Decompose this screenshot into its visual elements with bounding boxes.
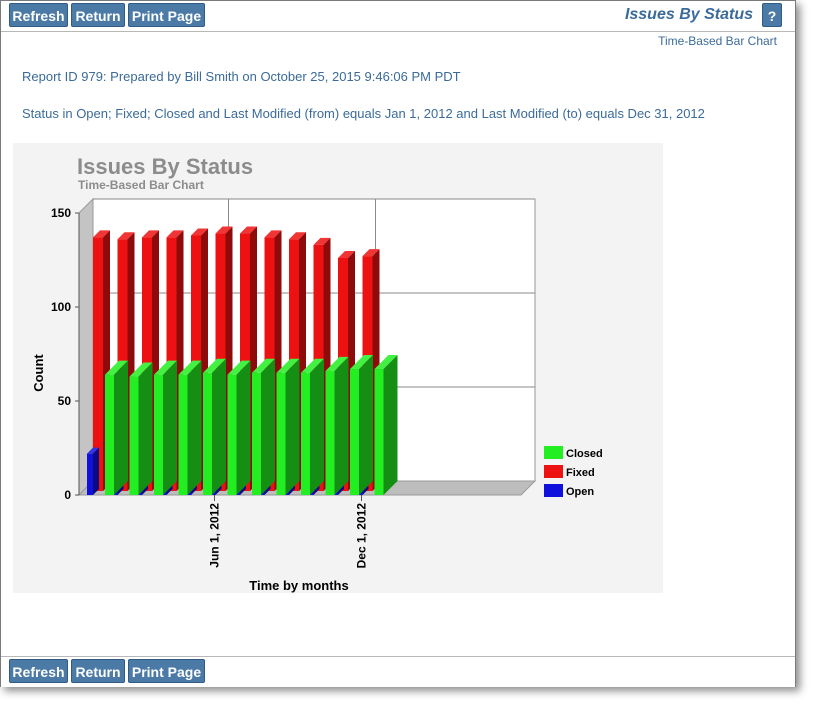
refresh-button[interactable]: Refresh xyxy=(9,3,68,27)
legend-label-closed: Closed xyxy=(566,448,603,460)
bar-closed-5-top xyxy=(227,360,251,375)
legend-label-fixed: Fixed xyxy=(566,467,595,479)
bar-open-0-top xyxy=(87,447,99,454)
issues-by-status-chart: Issues By Status Time-Based Bar Chart 0 5… xyxy=(31,154,603,593)
bar-closed-1-side xyxy=(138,362,153,495)
bar-fixed-2-top xyxy=(142,230,159,238)
bar-fixed-10-top xyxy=(338,251,355,258)
x-tick-label: Dec 1, 2012 xyxy=(355,503,369,569)
bar-closed-10-front xyxy=(350,369,359,495)
bar-closed-10-top xyxy=(350,355,373,370)
bar-fixed-0-top xyxy=(93,230,110,238)
return-button[interactable]: Return xyxy=(71,3,125,27)
bar-closed-11-side xyxy=(383,355,398,495)
x-axis-label: Time by months xyxy=(249,578,348,593)
bottom-toolbar: Refresh Return Print Page xyxy=(1,656,795,687)
chart-panel: Issues By Status Time-Based Bar Chart 0 5… xyxy=(13,143,663,593)
bar-closed-6-side xyxy=(261,358,275,495)
bar-closed-0-front xyxy=(105,374,114,495)
y-tick-label: 0 xyxy=(64,488,71,502)
bar-closed-7-top xyxy=(276,358,300,373)
bar-open-0 xyxy=(87,447,99,495)
bar-closed-11-front xyxy=(374,369,384,495)
bar-fixed-1-top xyxy=(117,232,135,240)
bar-fixed-6-top xyxy=(240,226,257,234)
bar-fixed-4-top xyxy=(191,228,208,236)
page-title: Issues By Status xyxy=(624,6,753,23)
bar-closed-1 xyxy=(129,362,153,495)
bar-fixed-11-top xyxy=(362,249,380,257)
bar-fixed-9-top xyxy=(313,237,331,245)
y-tick-label: 150 xyxy=(51,206,71,220)
bar-closed-3-top xyxy=(178,360,202,375)
bar-closed-5-side xyxy=(236,360,251,495)
y-tick-label: 50 xyxy=(58,394,72,408)
y-tick-label: 100 xyxy=(51,300,71,314)
bar-closed-9-front xyxy=(325,370,335,495)
print-page-button-bottom[interactable]: Print Page xyxy=(128,659,205,683)
bar-closed-6-top xyxy=(252,358,275,373)
bar-closed-10-side xyxy=(359,355,373,495)
report-window: Refresh Return Print Page Issues By Stat… xyxy=(0,0,796,687)
bar-closed-4-side xyxy=(212,358,226,495)
legend-swatch-closed xyxy=(544,446,563,459)
help-button[interactable]: ? xyxy=(762,3,782,27)
refresh-button-bottom[interactable]: Refresh xyxy=(9,659,68,683)
print-page-button[interactable]: Print Page xyxy=(128,3,205,27)
bar-closed-2-top xyxy=(154,360,177,375)
bar-closed-8-top xyxy=(301,358,324,373)
bar-fixed-5-top xyxy=(215,226,233,234)
bar-fixed-8-top xyxy=(289,232,306,240)
bar-closed-6 xyxy=(252,358,275,495)
bar-closed-2-side xyxy=(163,360,177,495)
chart-title: Issues By Status xyxy=(77,154,253,179)
legend-swatch-fixed xyxy=(544,465,563,478)
bar-closed-3-side xyxy=(187,360,202,495)
top-toolbar: Refresh Return Print Page Issues By Stat… xyxy=(1,1,795,32)
bar-closed-8-side xyxy=(310,358,324,495)
bar-fixed-3-top xyxy=(166,230,184,238)
y-axis-label: Count xyxy=(31,354,46,392)
bar-closed-2 xyxy=(154,360,177,495)
bar-closed-5 xyxy=(227,360,251,495)
bar-closed-7 xyxy=(276,358,300,495)
bar-closed-4-front xyxy=(203,372,212,495)
legend-swatch-open xyxy=(544,484,563,497)
bar-closed-1-front xyxy=(129,376,139,495)
bar-closed-7-side xyxy=(285,358,300,495)
report-filter-line: Status in Open; Fixed; Closed and Last M… xyxy=(22,106,705,121)
bar-closed-4 xyxy=(203,358,226,495)
bar-closed-3 xyxy=(178,360,202,495)
bar-closed-4-top xyxy=(203,358,226,373)
bar-closed-9-top xyxy=(325,356,349,371)
bar-closed-1-top xyxy=(129,362,153,377)
bar-closed-0-top xyxy=(105,360,128,375)
bar-closed-10 xyxy=(350,355,373,495)
x-tick-label: Jun 1, 2012 xyxy=(208,503,222,568)
bar-fixed-0-front xyxy=(93,237,103,491)
bar-closed-9 xyxy=(325,356,349,495)
bar-closed-3-front xyxy=(178,374,188,495)
chart-type-label: Time-Based Bar Chart xyxy=(658,34,777,48)
bar-closed-11 xyxy=(374,355,398,495)
report-info-line: Report ID 979: Prepared by Bill Smith on… xyxy=(22,69,461,84)
bar-closed-0 xyxy=(105,360,128,495)
bar-closed-0-side xyxy=(114,360,128,495)
bar-closed-8 xyxy=(301,358,324,495)
bar-closed-7-front xyxy=(276,372,286,495)
bar-open-0-front xyxy=(87,453,93,495)
return-button-bottom[interactable]: Return xyxy=(71,659,125,683)
bar-closed-2-front xyxy=(154,374,163,495)
bar-closed-9-side xyxy=(334,356,349,495)
bar-open-0-side xyxy=(93,447,99,495)
legend-label-open: Open xyxy=(566,486,594,498)
bar-fixed-7-top xyxy=(264,230,282,238)
bar-closed-8-front xyxy=(301,372,310,495)
bar-closed-11-top xyxy=(374,355,398,370)
bar-closed-5-front xyxy=(227,374,237,495)
bar-closed-6-front xyxy=(252,372,261,495)
chart-subtitle: Time-Based Bar Chart xyxy=(78,178,204,192)
